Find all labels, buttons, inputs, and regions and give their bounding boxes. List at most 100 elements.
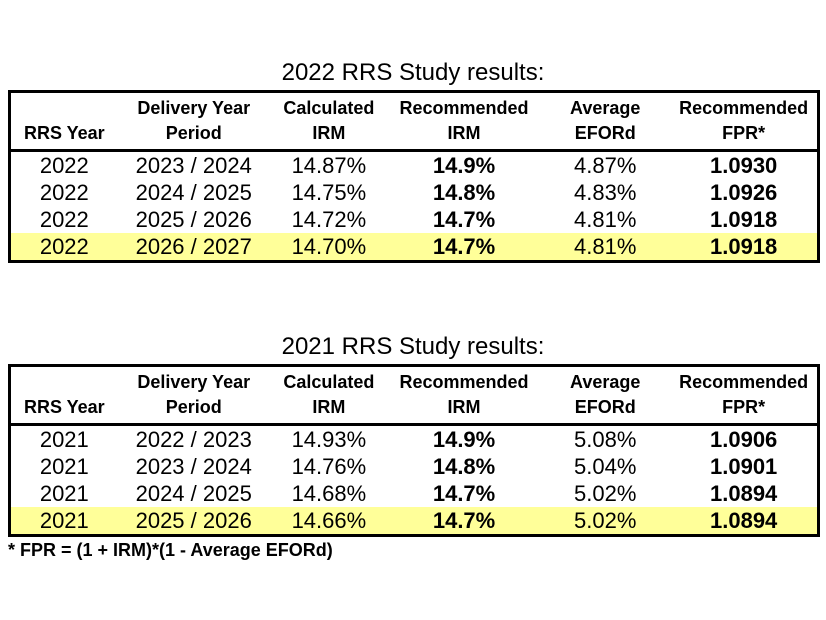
header-line1: Recommended [399, 372, 529, 392]
header-calculated-irm: Calculated IRM [269, 365, 388, 426]
table-cell: 14.8% [432, 180, 496, 205]
table-cell: 2024 / 2025 [135, 481, 252, 506]
table-cell: 14.70% [269, 233, 388, 262]
table-cell: 2022 [39, 153, 89, 178]
table-row: 2022 2024 / 2025 14.75% 14.8% 4.83% 1.0926 [10, 179, 819, 206]
table-row: 2021 2022 / 2023 14.93% 14.9% 5.08% 1.0906 [10, 425, 819, 454]
header-line2: EFORd [574, 123, 636, 143]
table-cell: 14.9% [432, 427, 496, 452]
header-average-eford: Average EFORd [540, 365, 671, 426]
header-line1: Recommended [399, 98, 529, 118]
table-cell: 14.7% [432, 207, 496, 232]
table-header: RRS Year Delivery Year Period Calculated… [9, 91, 819, 152]
table-cell: 5.02% [574, 481, 637, 506]
table-cell: 1.0906 [710, 427, 778, 452]
table-header: RRS Year Delivery Year Period Calculated… [9, 365, 819, 426]
table-cell: 14.93% [291, 427, 367, 452]
header-line1: Recommended [679, 372, 809, 392]
header-line1: Average [570, 98, 641, 118]
table-title-2022: 2022 RRS Study results: [281, 59, 545, 86]
results-table-2022: RRS Year Delivery Year Period Calculated… [8, 90, 820, 263]
table-cell: 14.66% [269, 507, 388, 536]
table-cell: 2022 [9, 233, 118, 262]
header-delivery-year-period: Delivery Year Period [117, 91, 270, 152]
table-title-2021: 2021 RRS Study results: [281, 333, 545, 360]
header-line1: Delivery Year [137, 372, 251, 392]
header-row: RRS Year Delivery Year Period Calculated… [9, 365, 819, 426]
header-line1: Delivery Year [137, 98, 251, 118]
table-row: 2021 2024 / 2025 14.68% 14.7% 5.02% 1.0894 [10, 480, 819, 507]
table-body: 2022 2023 / 2024 14.87% 14.9% 4.87% 1.0930 202… [9, 151, 819, 262]
table-cell: 1.0926 [710, 180, 778, 205]
table-cell: 2026 / 2027 [117, 233, 270, 262]
table-cell: 14.7% [432, 481, 496, 506]
header-line1: Calculated [283, 372, 375, 392]
table-body: 2021 2022 / 2023 14.93% 14.9% 5.08% 1.0906 202… [9, 425, 819, 536]
table-cell: 5.04% [574, 454, 637, 479]
header-line2: RRS Year [23, 397, 105, 417]
table-cell: 14.75% [291, 180, 367, 205]
header-recommended-fpr: Recommended FPR* [670, 365, 819, 426]
table-cell: 2024 / 2025 [135, 180, 252, 205]
table-cell: 2022 / 2023 [135, 427, 252, 452]
table-cell: 4.81% [574, 207, 637, 232]
table-cell: 14.72% [291, 207, 367, 232]
table-cell: 14.7% [387, 507, 541, 536]
header-line2: RRS Year [23, 123, 105, 143]
table-cell: 2021 [39, 454, 89, 479]
table-cell: 1.0894 [710, 481, 778, 506]
table-cell: 2022 [39, 207, 89, 232]
table-cell: 1.0901 [710, 454, 778, 479]
table-row-highlighted: 2021 2025 / 2026 14.66% 14.7% 5.02% 1.0894 [9, 507, 819, 536]
table-cell: 4.81% [540, 233, 671, 262]
header-recommended-fpr: Recommended FPR* [670, 91, 819, 152]
header-line2: FPR* [722, 123, 766, 143]
header-line2: Period [165, 123, 222, 143]
results-table-2021: RRS Year Delivery Year Period Calculated… [8, 364, 820, 537]
table-cell: 14.68% [291, 481, 367, 506]
table-cell: 14.7% [387, 233, 541, 262]
table-cell: 1.0918 [670, 233, 819, 262]
table-cell: 4.87% [574, 153, 637, 178]
table-cell: 2023 / 2024 [135, 454, 252, 479]
table-cell: 2021 [9, 507, 118, 536]
table-cell: 5.08% [574, 427, 637, 452]
header-row: RRS Year Delivery Year Period Calculated… [9, 91, 819, 152]
table-cell: 2021 [39, 427, 89, 452]
table-cell: 14.8% [432, 454, 496, 479]
table-cell: 2025 / 2026 [135, 207, 252, 232]
table-row-highlighted: 2022 2026 / 2027 14.70% 14.7% 4.81% 1.0918 [9, 233, 819, 262]
header-rrs-year: RRS Year [9, 91, 118, 152]
table-cell: 5.02% [540, 507, 671, 536]
table-cell: 2021 [39, 481, 89, 506]
table-cell: 1.0918 [710, 207, 778, 232]
header-line2: FPR* [722, 397, 766, 417]
header-line1: Recommended [679, 98, 809, 118]
header-line2: EFORd [574, 397, 636, 417]
table-row: 2022 2025 / 2026 14.72% 14.7% 4.81% 1.0918 [10, 206, 819, 233]
header-line1: Calculated [283, 98, 375, 118]
table-cell: 2023 / 2024 [135, 153, 252, 178]
header-recommended-irm: Recommended IRM [387, 91, 541, 152]
header-recommended-irm: Recommended IRM [387, 365, 541, 426]
header-rrs-year: RRS Year [9, 365, 118, 426]
header-line2: IRM [312, 397, 346, 417]
table-cell: 14.76% [291, 454, 367, 479]
header-line2: IRM [447, 123, 481, 143]
table-row: 2022 2023 / 2024 14.87% 14.9% 4.87% 1.0930 [10, 151, 819, 180]
header-line2: IRM [312, 123, 346, 143]
fpr-formula-footnote: * FPR = (1 + IRM)*(1 - Average EFORd) [8, 540, 333, 560]
header-line2: Period [165, 397, 222, 417]
table-cell: 1.0894 [670, 507, 819, 536]
table-cell: 14.87% [291, 153, 367, 178]
table-cell: 2022 [39, 180, 89, 205]
header-line1: Average [570, 372, 641, 392]
header-calculated-irm: Calculated IRM [269, 91, 388, 152]
table-cell: 1.0930 [710, 153, 778, 178]
table-row: 2021 2023 / 2024 14.76% 14.8% 5.04% 1.0901 [10, 453, 819, 480]
table-cell: 4.83% [574, 180, 637, 205]
table-cell: 2025 / 2026 [117, 507, 270, 536]
header-line2: IRM [447, 397, 481, 417]
table-cell: 14.9% [432, 153, 496, 178]
